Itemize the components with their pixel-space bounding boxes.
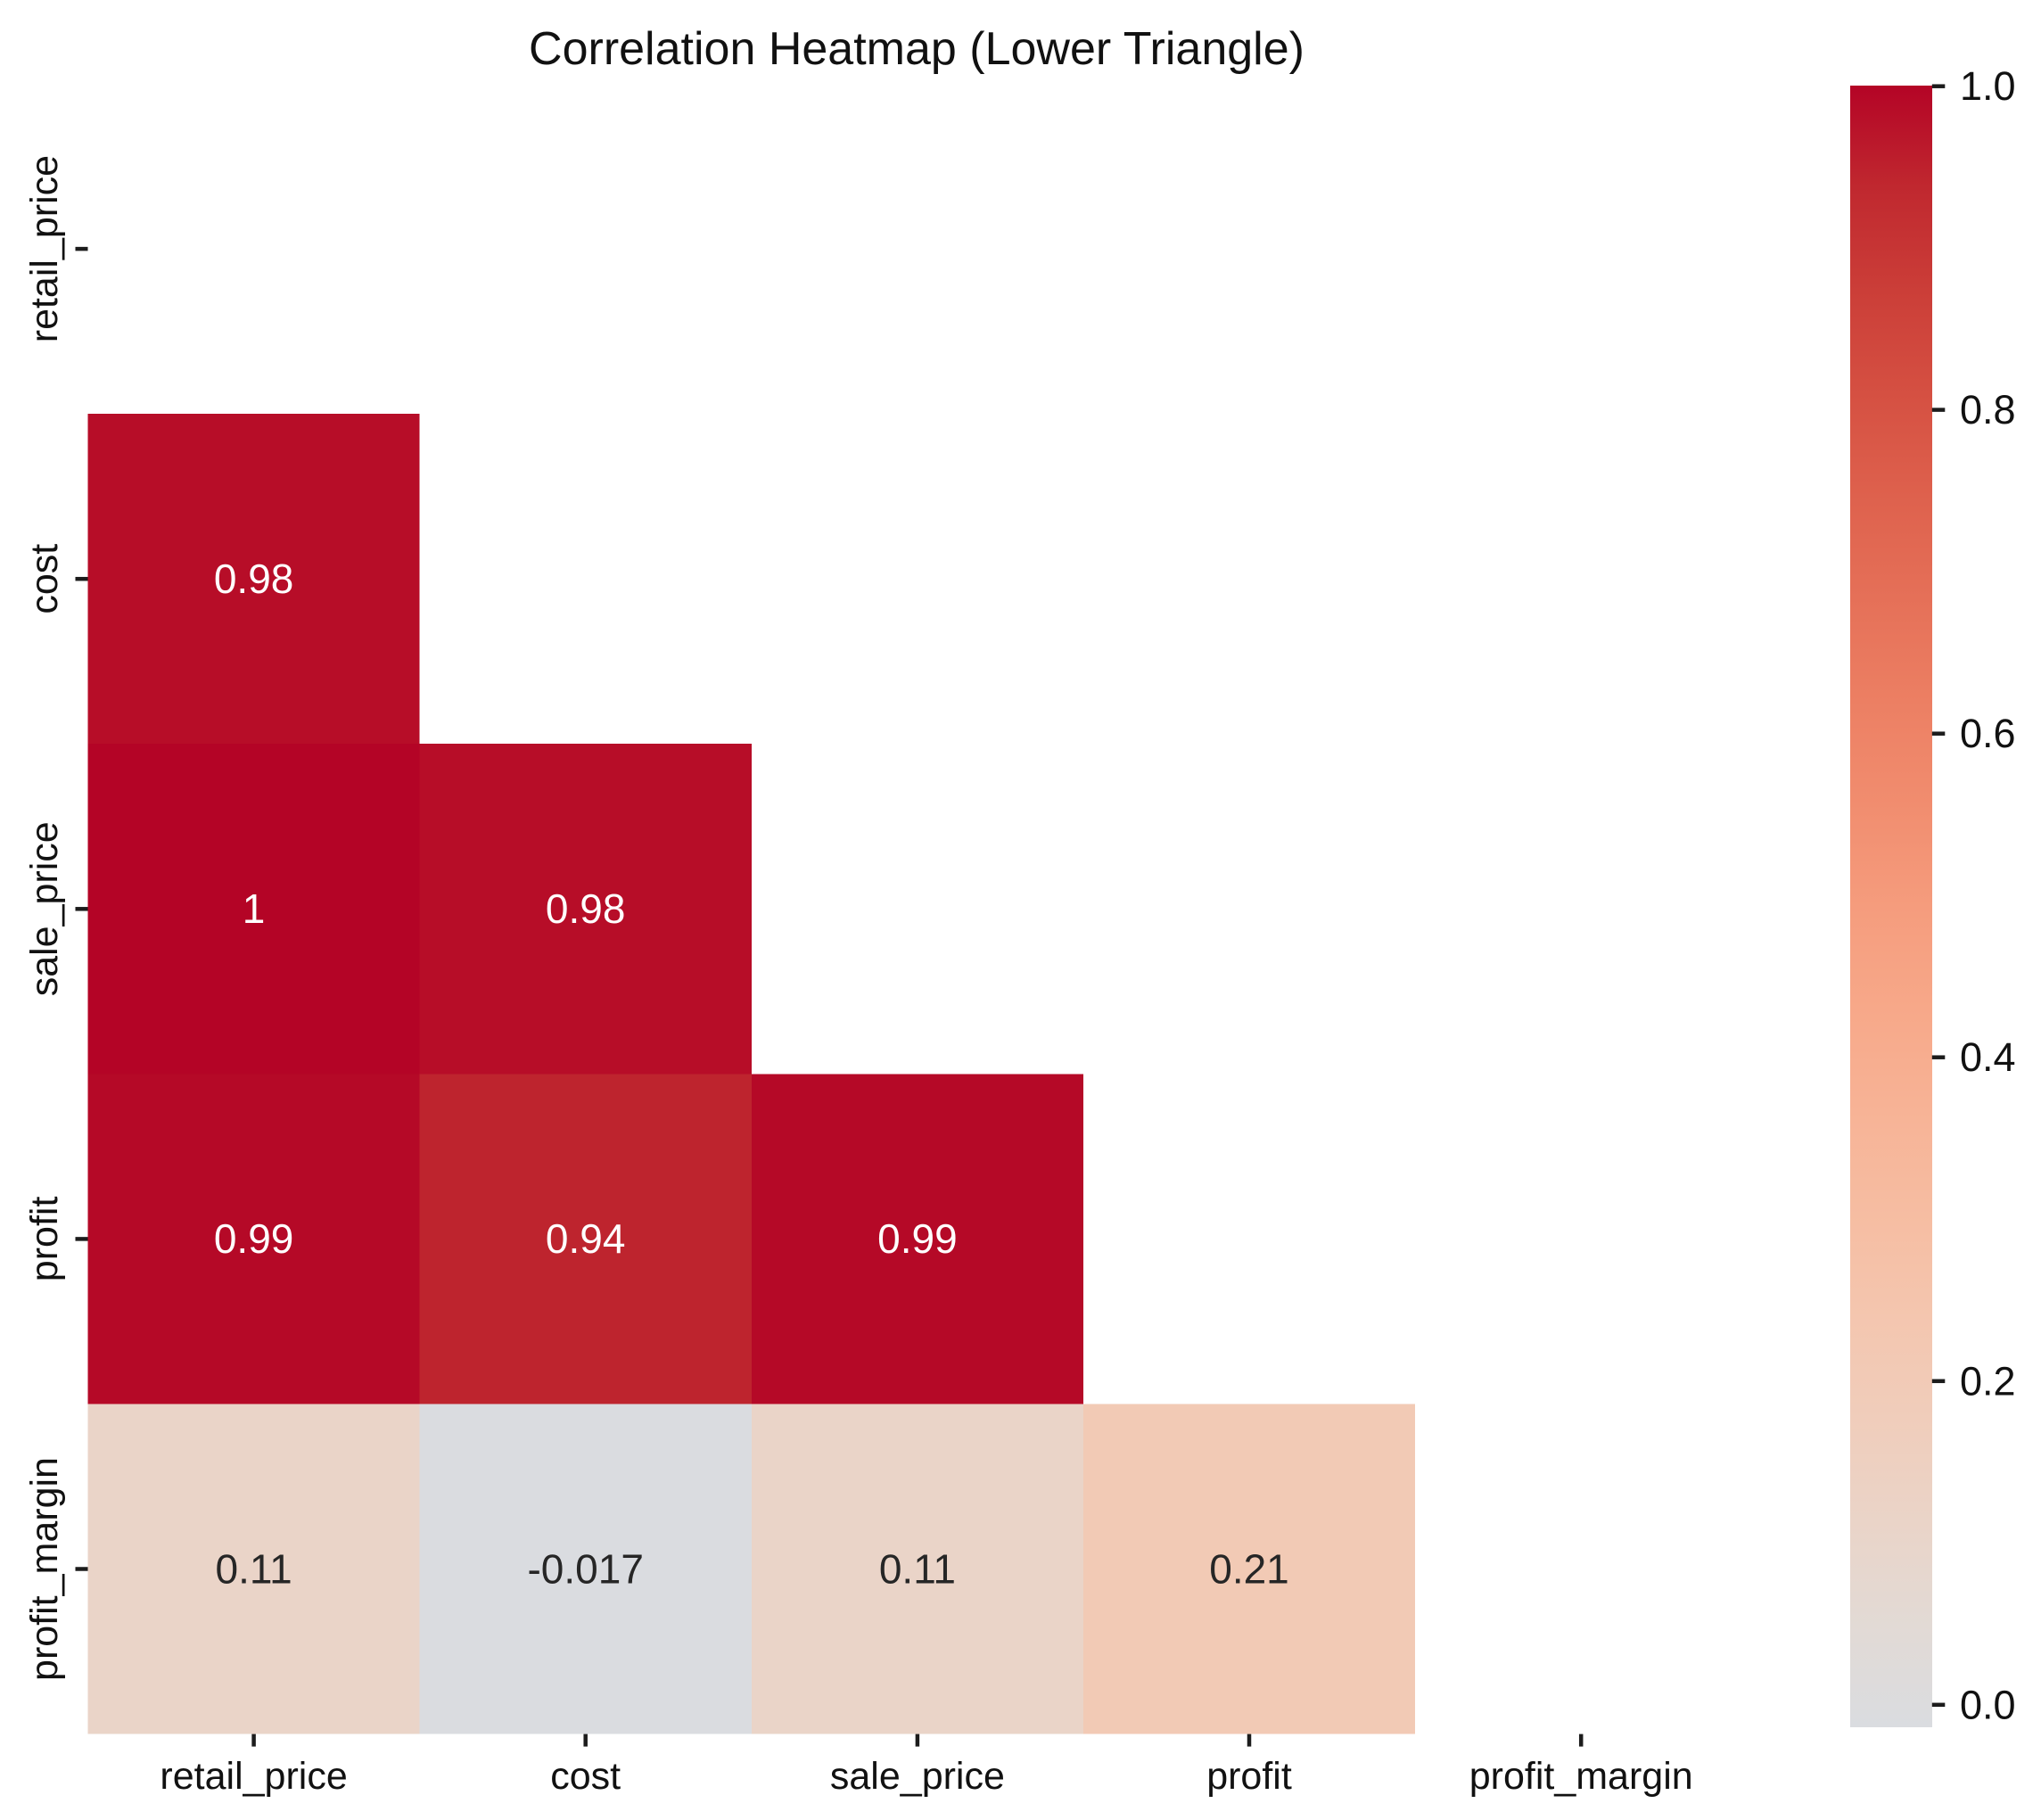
svg-text:0.98: 0.98: [546, 885, 626, 932]
svg-text:0.99: 0.99: [877, 1215, 958, 1262]
svg-text:retail_price: retail_price: [23, 155, 66, 342]
svg-text:1: 1: [243, 885, 266, 932]
svg-text:cost: cost: [550, 1755, 621, 1798]
svg-text:sale_price: sale_price: [23, 821, 66, 996]
svg-text:1.0: 1.0: [1960, 63, 2016, 109]
svg-text:0.11: 0.11: [879, 1545, 956, 1592]
svg-text:Correlation Heatmap (Lower Tri: Correlation Heatmap (Lower Triangle): [529, 23, 1304, 75]
svg-text:0.21: 0.21: [1209, 1545, 1289, 1592]
svg-text:0.6: 0.6: [1960, 711, 2016, 756]
svg-text:0.98: 0.98: [214, 556, 294, 602]
svg-text:0.99: 0.99: [214, 1215, 294, 1262]
svg-text:-0.017: -0.017: [527, 1545, 643, 1592]
svg-text:sale_price: sale_price: [830, 1755, 1005, 1798]
svg-text:cost: cost: [23, 544, 66, 614]
svg-text:profit: profit: [23, 1197, 66, 1282]
svg-text:0.2: 0.2: [1960, 1358, 2016, 1404]
svg-text:0.8: 0.8: [1960, 387, 2016, 432]
svg-text:0.4: 0.4: [1960, 1034, 2016, 1080]
svg-text:profit_margin: profit_margin: [23, 1457, 66, 1681]
svg-text:0.11: 0.11: [216, 1545, 292, 1592]
svg-text:0.94: 0.94: [546, 1215, 626, 1262]
svg-text:profit: profit: [1206, 1755, 1292, 1798]
svg-text:0.0: 0.0: [1960, 1682, 2016, 1727]
svg-text:retail_price: retail_price: [160, 1755, 347, 1798]
svg-text:profit_margin: profit_margin: [1469, 1755, 1693, 1798]
